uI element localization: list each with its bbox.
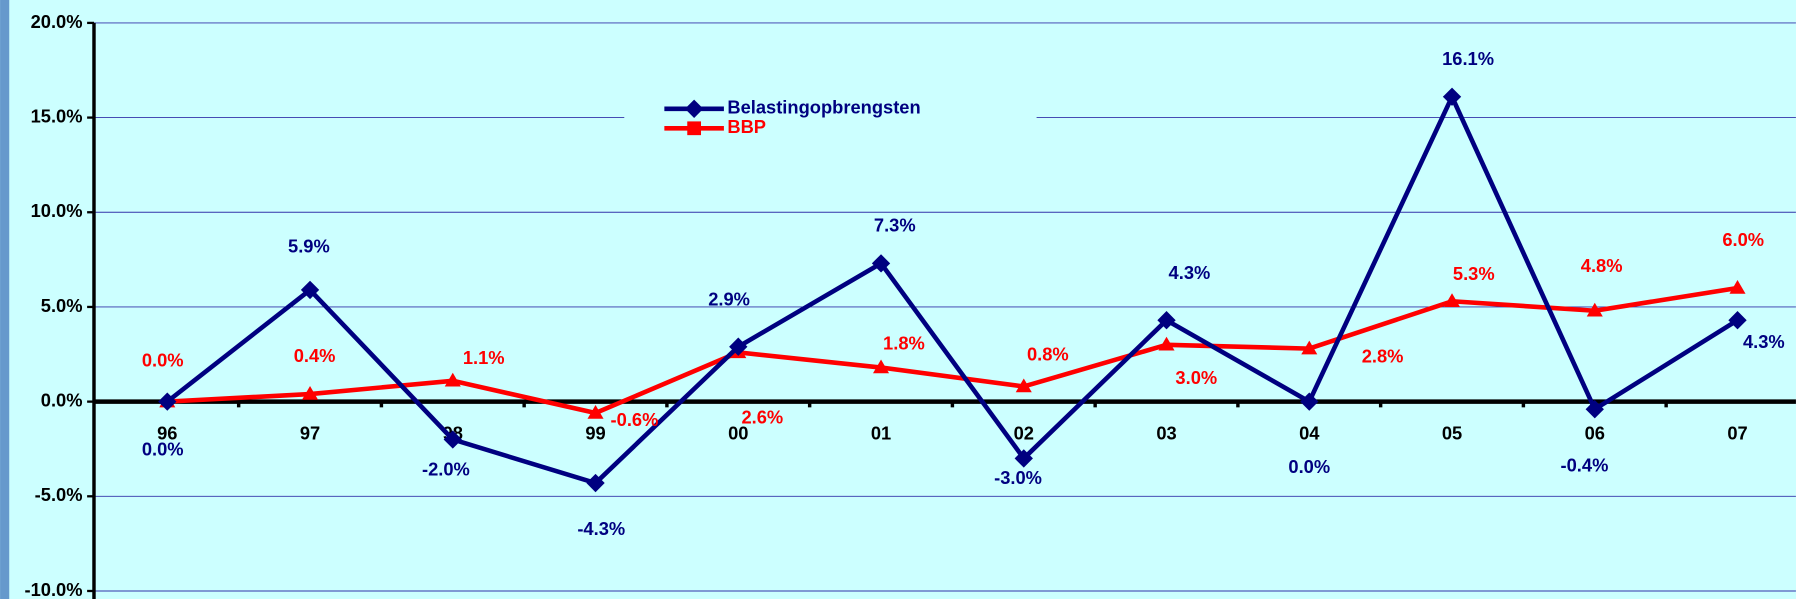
data-label: -0.4% [1561,454,1609,475]
legend-label: BBP [727,116,766,137]
marker [444,372,461,387]
data-label: -3.0% [994,467,1042,488]
marker [158,392,177,411]
marker [302,386,319,400]
marker [687,121,702,136]
x-tick-label: 05 [1442,423,1462,444]
data-label: 5.3% [1453,263,1495,284]
data-label: 0.8% [1027,343,1069,364]
x-tick-label: 00 [728,423,748,444]
x-tick-label: 99 [585,423,605,444]
data-label: 6.0% [1722,229,1764,250]
series-line [167,285,1738,416]
data-label: -2.0% [422,458,470,479]
x-tick-label: 96 [157,423,177,444]
marker [1300,392,1319,411]
grid: -10.0%-5.0%0.0%5.0%10.0%15.0%20.0%969798… [25,11,1796,599]
data-label: 0.0% [1288,456,1330,477]
data-label: -0.6% [611,409,659,430]
marker [1728,311,1747,330]
x-tick-label: 01 [871,423,891,444]
marker [1444,293,1461,307]
data-label: 5.9% [288,235,330,256]
y-tick-label: -10.0% [25,579,83,599]
data-label: 4.3% [1743,331,1785,352]
data-label: 0.0% [142,349,184,370]
data-label: 0.4% [294,345,336,366]
y-tick-label: 15.0% [31,105,83,126]
data-label: 2.8% [1362,346,1404,367]
marker [1015,378,1032,393]
marker [729,337,748,356]
data-label: 7.3% [874,215,916,236]
data-label: 1.1% [463,347,505,368]
data-label: 2.9% [708,289,750,310]
marker [873,359,890,374]
marker [443,430,462,449]
data-label: 0.0% [142,439,184,460]
marker [1586,302,1603,317]
y-tick-label: 20.0% [31,11,83,32]
left-border [0,0,10,599]
marker [1158,336,1175,351]
marker [586,473,605,493]
marker [1157,311,1176,330]
data-label: 3.0% [1175,367,1217,388]
marker [1729,279,1746,294]
marks: 0.0% 5.9% -2.0% -4.3% 2.9% 7.3% -3.0% 4.3% 0.0% 1… [142,48,1785,539]
legend-label: Belastingopbrengsten [727,97,920,118]
data-label: 4.3% [1169,262,1211,283]
y-tick-label: 0.0% [41,389,83,410]
marker [1014,449,1033,468]
marker [1301,340,1318,355]
x-tick-label: 97 [300,423,320,444]
marker [587,404,604,419]
data-label: 4.8% [1581,255,1623,276]
x-tick-label: 02 [1014,423,1034,444]
x-tick-label: 03 [1156,423,1176,444]
marker [300,280,320,300]
x-tick-label: 07 [1727,423,1747,444]
data-label: 2.6% [741,407,783,428]
marker [871,254,891,273]
x-tick-label: 04 [1299,423,1320,444]
data-label: 16.1% [1442,48,1494,69]
marker [1442,87,1462,106]
y-tick-label: -5.0% [35,484,83,505]
y-tick-label: 10.0% [31,200,83,221]
x-tick-label: 06 [1585,423,1605,444]
marker [1585,400,1604,419]
y-tick-label: 5.0% [41,295,83,316]
series-line [165,94,1739,486]
data-label: 1.8% [883,332,925,353]
data-label: -4.3% [577,518,625,539]
